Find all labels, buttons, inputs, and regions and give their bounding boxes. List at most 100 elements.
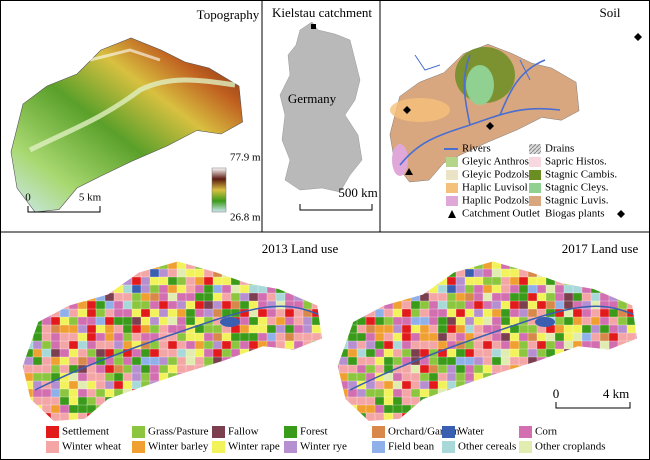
land-parcel xyxy=(410,412,421,421)
land-parcel xyxy=(302,332,313,342)
land-parcel xyxy=(347,388,358,398)
land-parcel xyxy=(248,316,259,326)
land-parcel xyxy=(338,332,349,342)
land-parcel xyxy=(167,316,178,326)
land-parcel xyxy=(68,292,79,302)
land-parcel xyxy=(311,268,322,278)
land-parcel xyxy=(230,300,241,310)
land-parcel xyxy=(410,348,421,358)
legend-label: Winter wheat xyxy=(62,441,121,453)
catchment-marker xyxy=(311,24,316,29)
land-parcel xyxy=(509,332,520,342)
land-parcel xyxy=(446,292,457,302)
land-parcel xyxy=(527,324,538,334)
land-parcel xyxy=(554,261,565,270)
land-parcel xyxy=(248,340,259,350)
land-parcel xyxy=(176,261,187,270)
land-parcel xyxy=(626,356,637,366)
land-parcel xyxy=(590,396,601,406)
land-parcel xyxy=(536,261,547,262)
land-parcel xyxy=(527,284,538,294)
land-parcel xyxy=(239,268,250,278)
legend-swatch xyxy=(284,441,297,453)
land-parcel xyxy=(176,372,187,382)
land-parcel xyxy=(599,324,610,334)
land-parcel xyxy=(257,284,268,294)
land-parcel xyxy=(473,308,484,318)
land-parcel xyxy=(383,268,394,278)
land-parcel xyxy=(635,396,637,406)
land-parcel xyxy=(338,356,349,366)
land-parcel xyxy=(464,308,475,318)
land-parcel xyxy=(50,404,61,414)
land-parcel xyxy=(437,300,448,310)
land-parcel xyxy=(149,261,160,262)
land-parcel xyxy=(284,284,295,294)
land-parcel xyxy=(104,261,115,270)
panel-title: Soil xyxy=(600,5,621,20)
land-parcel xyxy=(509,388,520,398)
land-parcel xyxy=(536,364,547,374)
land-parcel xyxy=(284,261,295,270)
land-parcel xyxy=(131,268,142,278)
land-parcel xyxy=(150,245,159,253)
land-parcel xyxy=(527,308,538,318)
land-parcel xyxy=(563,268,574,278)
land-parcel xyxy=(104,300,115,310)
land-parcel xyxy=(293,356,304,366)
land-parcel xyxy=(311,324,322,334)
panel-title: Topography xyxy=(197,7,260,22)
land-parcel xyxy=(320,340,322,350)
land-parcel xyxy=(527,261,538,262)
land-parcel xyxy=(545,261,556,270)
land-parcel xyxy=(140,316,151,326)
land-parcel xyxy=(518,324,529,334)
land-parcel xyxy=(563,324,574,334)
land-parcel xyxy=(518,364,529,374)
land-parcel xyxy=(419,372,430,382)
land-parcel xyxy=(500,316,511,326)
land-parcel xyxy=(149,364,160,374)
land-parcel xyxy=(77,324,88,334)
land-parcel xyxy=(131,396,142,406)
land-parcel xyxy=(617,316,628,326)
land-parcel xyxy=(167,261,178,270)
land-parcel xyxy=(131,412,142,421)
land-parcel xyxy=(626,420,637,421)
land-parcel xyxy=(608,308,619,318)
land-parcel xyxy=(338,388,349,398)
land-parcel xyxy=(22,261,25,262)
land-parcel xyxy=(455,300,466,310)
land-parcel xyxy=(185,356,196,366)
land-parcel xyxy=(311,276,322,286)
land-parcel xyxy=(617,284,628,294)
land-parcel xyxy=(167,268,178,278)
land-parcel xyxy=(248,261,259,262)
land-parcel xyxy=(626,348,637,358)
land-parcel xyxy=(419,261,430,262)
land-parcel xyxy=(337,412,340,421)
legend-label: Stagnic Cambis. xyxy=(545,169,617,181)
land-parcel xyxy=(266,364,277,374)
land-parcel xyxy=(32,276,43,286)
scale-label: 5 km xyxy=(79,192,102,204)
land-parcel xyxy=(68,380,79,390)
land-parcel xyxy=(185,340,196,350)
land-parcel xyxy=(563,348,574,358)
land-parcel xyxy=(284,412,295,421)
land-parcel xyxy=(248,268,259,278)
land-parcel xyxy=(212,404,223,414)
land-parcel xyxy=(482,340,493,350)
land-parcel xyxy=(302,276,313,286)
land-parcel xyxy=(410,404,421,414)
land-parcel xyxy=(338,420,349,421)
land-parcel xyxy=(68,261,79,262)
land-parcel xyxy=(86,300,97,310)
land-parcel xyxy=(446,404,457,414)
land-parcel xyxy=(95,396,106,406)
land-parcel xyxy=(185,372,196,382)
land-parcel xyxy=(158,316,169,326)
legend-label: Forest xyxy=(300,426,328,438)
land-parcel xyxy=(419,284,430,294)
land-parcel xyxy=(275,404,286,414)
